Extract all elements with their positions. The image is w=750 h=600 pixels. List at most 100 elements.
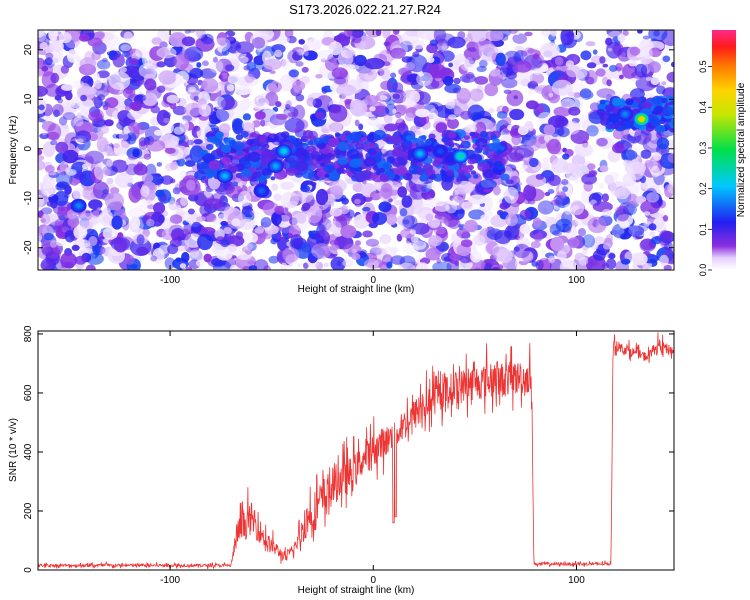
spectrogram-cell <box>150 255 158 262</box>
spectrogram-cell <box>540 161 550 170</box>
spectrogram-cell <box>199 203 212 217</box>
spectrogram-cell <box>215 58 233 74</box>
spectrogram-cell <box>167 243 179 255</box>
spectrogram-cell <box>513 243 530 259</box>
spectrogram-cell <box>106 159 114 167</box>
spectrogram-cell <box>188 193 199 202</box>
spectrogram-cell <box>184 46 204 62</box>
spectrogram-cell <box>582 244 589 251</box>
spectrogram-cell <box>80 94 87 102</box>
spectrogram-cell <box>397 186 408 198</box>
spectrogram-cell <box>169 161 179 171</box>
spectrogram-cell <box>262 169 268 174</box>
spectrogram-cell <box>432 160 441 167</box>
spectrogram-cell <box>467 157 477 165</box>
spectrogram-cell <box>302 130 314 139</box>
spectrogram-cell <box>351 248 357 254</box>
spectrogram-cell <box>641 101 652 110</box>
spectrogram-cell <box>446 146 453 152</box>
snr-y-label: SNR (10 * v/v) <box>8 418 19 482</box>
spectrogram-cell <box>535 173 545 180</box>
spectrogram-cell <box>180 229 191 241</box>
spectrogram-cell <box>561 179 569 186</box>
spectrogram-cell <box>420 174 428 180</box>
spectrogram-cell <box>609 64 618 72</box>
spectrogram-cell <box>221 46 230 56</box>
spectrogram-cell <box>173 126 184 135</box>
spectrogram-hotspot <box>70 198 87 213</box>
spectrogram-cell <box>435 122 448 133</box>
spectrogram-cell <box>605 104 615 112</box>
spectrogram-cell <box>125 89 133 95</box>
spectrogram-cell <box>184 102 203 117</box>
spectrogram-hotspot <box>216 169 233 183</box>
spectrogram-cell <box>156 46 177 59</box>
spectrogram-cell <box>212 260 232 270</box>
spectrogram-cell <box>136 234 145 246</box>
spectrogram-cell <box>390 72 397 79</box>
spectrogram-cell <box>648 223 657 231</box>
spectrogram-cell <box>436 257 442 264</box>
spectrogram-cell <box>532 217 542 228</box>
spectrogram-cell <box>542 157 551 163</box>
spectrogram-cell <box>501 116 512 126</box>
spectrogram-cell <box>555 218 573 233</box>
spectrogram-cell <box>296 214 307 224</box>
spectrogram-cell <box>426 56 435 64</box>
spectrogram-cell <box>508 30 519 34</box>
hotspot-ring <box>281 149 286 153</box>
spectrogram-cell <box>392 30 400 35</box>
spectrogram-cell <box>224 235 245 247</box>
spectrogram-cell <box>324 146 334 154</box>
spectrogram-cell <box>295 61 304 67</box>
spectrogram-cell <box>50 140 58 146</box>
spectrogram-cell <box>640 200 660 215</box>
x-tick-label: -100 <box>160 575 180 586</box>
spectrogram-cell <box>563 162 581 173</box>
spectrogram-cell <box>646 192 660 203</box>
spectrogram-cell <box>547 189 555 194</box>
spectrogram-cell <box>93 96 103 109</box>
spectrogram-cell <box>40 261 53 270</box>
spectrogram-cell <box>297 155 307 163</box>
spectrogram-cell <box>329 104 348 123</box>
spectrogram-cell <box>92 181 110 200</box>
spectrogram-cell <box>448 114 457 120</box>
spectrogram-cell <box>461 201 473 211</box>
spectrogram-cell <box>39 132 50 140</box>
spectrogram-cell <box>560 98 576 109</box>
spectrogram-cell <box>108 30 118 34</box>
spectrogram-cell <box>562 153 570 160</box>
spectrogram-cell <box>527 198 536 205</box>
spectrogram-cell <box>456 87 471 104</box>
spectrogram-cell <box>296 49 305 56</box>
spectrogram-cell <box>441 137 448 142</box>
spectrogram-cell <box>403 243 419 255</box>
spectrogram-cell <box>57 97 63 104</box>
spectrogram-cell <box>349 99 367 117</box>
spectrogram-cell <box>664 241 673 252</box>
spectrogram-cell <box>315 74 323 79</box>
spectrogram-cell <box>599 165 609 173</box>
spectrogram-hotspot <box>412 146 428 161</box>
spectrogram-cell <box>193 125 201 132</box>
spectrogram-cell <box>519 223 531 235</box>
spectrogram-cell <box>390 47 406 59</box>
spectrogram-cell <box>146 139 166 152</box>
spectrogram-cell <box>586 163 596 171</box>
spectrogram-cell <box>442 75 454 86</box>
spectrogram-cell <box>341 197 349 205</box>
spectrogram-cell <box>38 149 43 156</box>
spectrogram-cell <box>587 216 607 234</box>
spectrogram-cell <box>41 128 47 136</box>
spectrogram-cell <box>39 41 48 51</box>
spectrogram-cell <box>90 216 101 225</box>
spectrogram-cell <box>234 85 252 96</box>
colorbar-tick-label: 0.0 <box>698 264 708 277</box>
spectrogram-cell <box>360 136 368 142</box>
spectrogram-cell <box>101 88 108 93</box>
spectrogram-cell <box>631 71 644 79</box>
spectrogram-cell <box>203 253 212 263</box>
spectrogram-cell <box>547 138 562 155</box>
spectrogram-cell <box>514 45 525 52</box>
